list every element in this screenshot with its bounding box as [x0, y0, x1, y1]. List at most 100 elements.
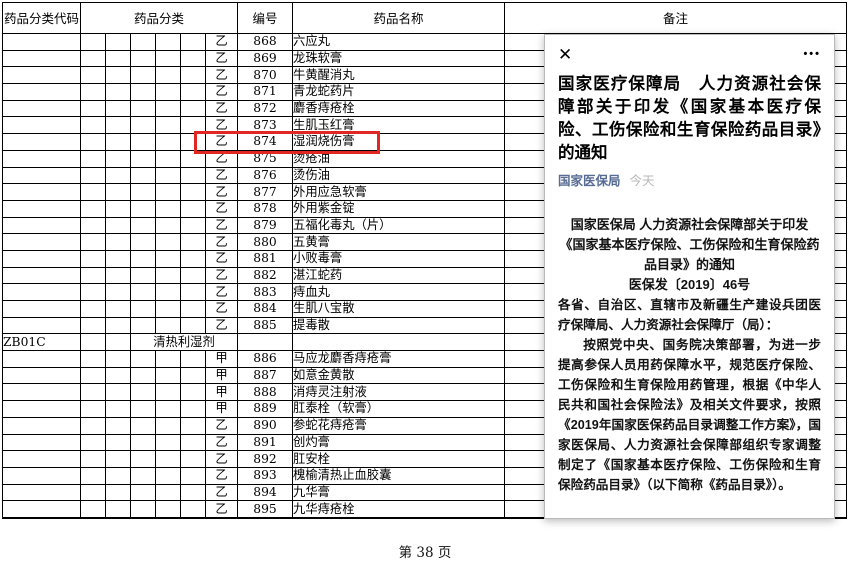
empty-cell [180, 266, 206, 285]
empty-cell [80, 300, 106, 318]
drug-name-cell: 生肌八宝散 [292, 300, 506, 318]
classification-code-cell [2, 83, 81, 101]
empty-cell [130, 233, 156, 251]
class-cell: 乙 [204, 450, 239, 468]
empty-cell [180, 33, 206, 51]
class-cell: 乙 [204, 483, 239, 502]
page-number: 第 38 页 [398, 545, 452, 561]
empty-cell [180, 249, 206, 268]
classification-code-cell [2, 466, 81, 485]
number-cell: 876 [237, 166, 294, 185]
classification-code-cell [2, 366, 81, 385]
classification-code-cell [2, 316, 81, 335]
article-source[interactable]: 国家医保局 [558, 174, 621, 188]
drug-name-cell: 青龙蛇药片 [292, 83, 506, 101]
empty-cell [130, 350, 156, 368]
number-cell: 875 [237, 149, 294, 168]
drug-name-cell: 烫伤油 [292, 166, 506, 185]
empty-cell [130, 466, 156, 485]
classification-code-cell [2, 350, 81, 368]
empty-cell [105, 366, 131, 385]
classification-code-cell [2, 199, 81, 218]
drug-name-cell: 湛江蛇药 [292, 266, 506, 285]
number-cell: 884 [237, 300, 294, 318]
drug-name-cell: 如意金黄散 [292, 366, 506, 385]
empty-cell [155, 316, 181, 335]
empty-cell [155, 233, 181, 251]
classification-code-cell [2, 383, 81, 402]
empty-cell [155, 400, 181, 418]
empty-cell [180, 450, 206, 468]
classification-code-cell [2, 166, 81, 185]
class-cell: 乙 [204, 166, 239, 185]
close-icon[interactable]: ✕ [558, 44, 573, 64]
class-cell: 乙 [204, 433, 239, 452]
empty-cell [130, 33, 156, 51]
empty-cell [105, 249, 131, 268]
empty-cell [80, 466, 106, 485]
empty-cell [105, 183, 131, 201]
notice-overlay: ✕ ••• 国家医疗保障局 人力资源社会保障部关于印发《国家基本医疗保险、工伤保… [544, 34, 835, 519]
header-number: 编号 [237, 2, 294, 34]
classification-code-cell [2, 433, 81, 452]
empty-cell [130, 49, 156, 68]
empty-cell [130, 249, 156, 268]
class-cell: 乙 [204, 466, 239, 485]
drug-name-cell: 生肌玉红膏 [292, 116, 506, 135]
class-cell: 乙 [204, 249, 239, 268]
empty-cell [130, 266, 156, 285]
empty-cell [130, 416, 156, 435]
drug-name-cell: 肛安栓 [292, 450, 506, 468]
number-cell: 880 [237, 233, 294, 251]
empty-cell [80, 433, 106, 452]
empty-cell [130, 116, 156, 135]
classification-code-cell [2, 233, 81, 251]
empty-cell [155, 416, 181, 435]
empty-cell [80, 283, 106, 301]
number-cell: 878 [237, 199, 294, 218]
classification-code-cell [2, 483, 81, 502]
empty-cell [105, 216, 131, 235]
empty-cell [80, 49, 106, 68]
document-title-line: 国家医保局 人力资源社会保障部关于印发 [570, 217, 809, 232]
empty-cell [155, 149, 181, 168]
drug-name-cell: 龙珠软膏 [292, 49, 506, 68]
classification-code-cell [2, 283, 81, 301]
empty-cell [155, 83, 181, 101]
empty-cell [105, 166, 131, 185]
empty-cell [80, 366, 106, 385]
empty-cell [105, 300, 131, 318]
class-cell: 乙 [204, 149, 239, 168]
class-cell: 甲 [204, 366, 239, 385]
class-cell: 乙 [204, 500, 239, 519]
classification-code-cell [2, 500, 81, 519]
empty-cell [130, 500, 156, 519]
empty-cell [155, 483, 181, 502]
classification-code-cell [2, 33, 81, 51]
empty-cell [155, 33, 181, 51]
class-cell: 甲 [204, 350, 239, 368]
more-options-icon[interactable]: ••• [803, 48, 821, 60]
number-cell: 891 [237, 433, 294, 452]
empty-cell [80, 266, 106, 285]
empty-cell [180, 350, 206, 368]
empty-cell [155, 66, 181, 85]
classification-code-cell [2, 400, 81, 418]
article-byline: 国家医保局 今天 [558, 173, 821, 189]
class-cell: 乙 [204, 116, 239, 135]
header-remark: 备注 [504, 2, 848, 34]
empty-cell [105, 233, 131, 251]
empty-cell [80, 500, 106, 519]
classification-code-cell [2, 133, 81, 151]
drug-name-cell: 痔血丸 [292, 283, 506, 301]
empty-cell [105, 99, 131, 118]
empty-cell [130, 400, 156, 418]
empty-cell [130, 199, 156, 218]
empty-cell [155, 249, 181, 268]
classification-code-cell [2, 249, 81, 268]
number-cell [237, 333, 294, 352]
document-title: 国家医保局 人力资源社会保障部关于印发 《国家基本医疗保险、工伤保险和生育保险药品… [553, 215, 826, 295]
empty-cell [80, 483, 106, 502]
empty-cell [105, 383, 131, 402]
class-cell: 乙 [204, 283, 239, 301]
